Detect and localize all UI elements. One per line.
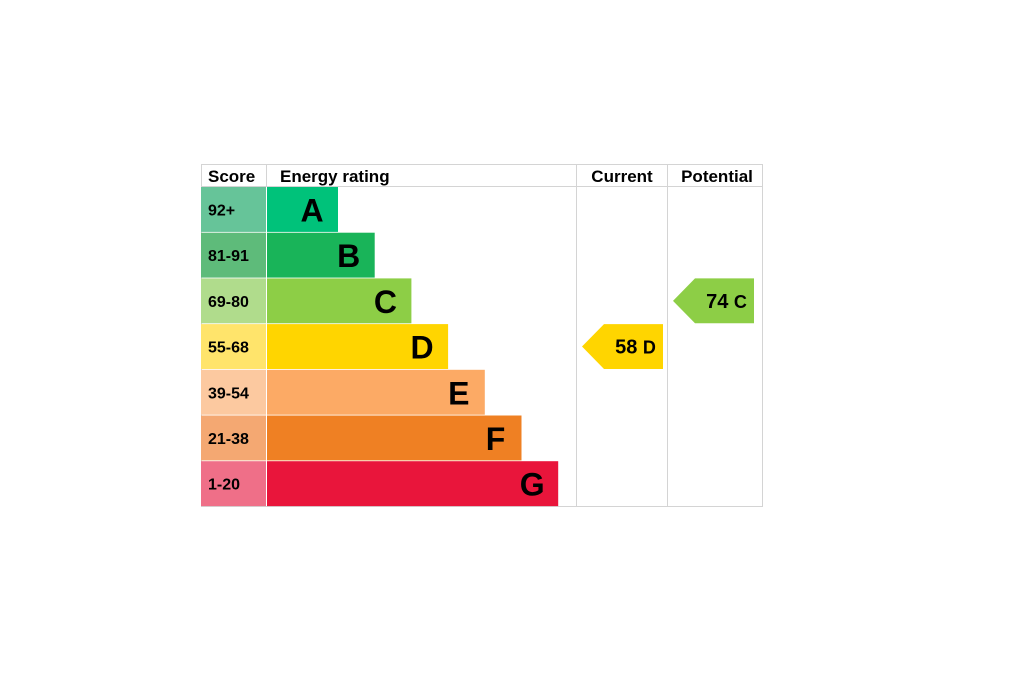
- header-potential: Potential: [681, 167, 753, 186]
- current-rating-label: 58 D: [615, 337, 656, 359]
- rating-letter-d: D: [411, 330, 434, 366]
- header-current: Current: [591, 167, 653, 186]
- score-cell-g: [201, 461, 266, 507]
- rating-bar-e: [267, 369, 485, 415]
- score-label-c: 69-80: [208, 294, 249, 311]
- rating-bar-d: [267, 324, 449, 369]
- potential-rating-arrow: [673, 278, 754, 324]
- rating-letter-e: E: [448, 375, 469, 411]
- rating-letter-b: B: [337, 238, 360, 274]
- rating-bar-b: [267, 232, 375, 278]
- score-label-a: 92+: [208, 202, 235, 219]
- score-cell-e: [201, 369, 266, 415]
- score-cell-b: [201, 232, 266, 278]
- rating-bar-c: [267, 278, 412, 324]
- rating-bands: 92+ A 81-91 B 69-80 C 55-68 D 39-54 E 21-38 F 1-20 G: [201, 187, 559, 507]
- score-cell-a: [201, 187, 266, 232]
- score-label-f: 21-38: [208, 431, 249, 448]
- score-cell-c: [201, 278, 266, 324]
- rating-letter-a: A: [300, 192, 323, 228]
- rating-letter-g: G: [520, 467, 545, 503]
- score-label-g: 1-20: [208, 477, 240, 494]
- header-energy-rating: Energy rating: [280, 167, 390, 186]
- score-label-d: 55-68: [208, 340, 249, 357]
- rating-bar-a: [267, 187, 338, 232]
- score-cell-d: [201, 324, 266, 369]
- score-cell-f: [201, 415, 266, 461]
- current-rating-arrow: [582, 324, 663, 369]
- score-label-e: 39-54: [208, 385, 249, 402]
- rating-bar-f: [267, 415, 522, 461]
- potential-rating-label: 74 C: [706, 291, 747, 313]
- rating-bar-g: [267, 461, 559, 507]
- rating-letter-c: C: [374, 284, 397, 320]
- header-score: Score: [208, 167, 255, 186]
- rating-letter-f: F: [486, 421, 506, 457]
- score-label-b: 81-91: [208, 248, 249, 265]
- rating-indicators: 58 D 74 C: [582, 278, 754, 369]
